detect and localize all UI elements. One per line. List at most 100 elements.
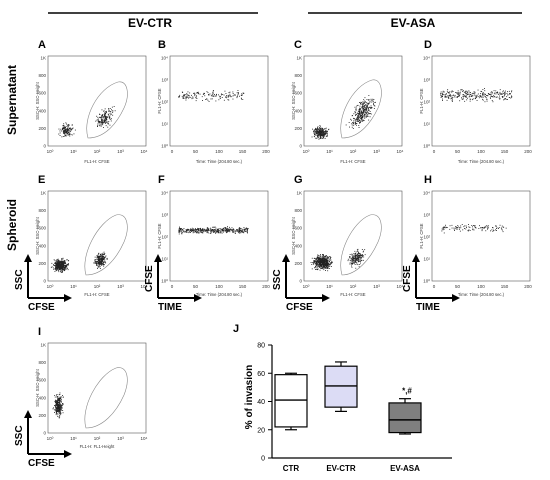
- event-dot: [200, 228, 202, 230]
- y-tick-label: 10⁴: [423, 191, 430, 196]
- event-dot: [484, 101, 486, 103]
- box-iqr: [324, 365, 358, 408]
- x-tick-label: 0: [171, 284, 174, 289]
- event-dot: [70, 130, 72, 132]
- event-dot: [317, 267, 319, 269]
- event-dot: [361, 117, 363, 119]
- event-dot: [364, 104, 366, 106]
- event-dot: [373, 108, 375, 109]
- time-dots: [441, 224, 507, 234]
- event-dot: [209, 93, 211, 95]
- event-dot: [321, 265, 323, 267]
- event-dot: [100, 124, 102, 126]
- event-dot: [111, 110, 113, 112]
- event-dot: [57, 402, 59, 404]
- event-dot: [511, 95, 512, 97]
- event-dot: [317, 135, 319, 137]
- event-dot: [476, 95, 477, 97]
- event-dot: [313, 263, 315, 265]
- event-dot: [507, 91, 508, 93]
- event-dot: [225, 96, 227, 98]
- y-tick-label: 0: [43, 144, 46, 149]
- event-dot: [352, 263, 354, 264]
- event-dot: [465, 90, 467, 92]
- event-dot: [68, 124, 70, 126]
- event-dot: [375, 101, 376, 103]
- event-dot: [222, 229, 223, 230]
- event-dot: [99, 116, 101, 118]
- event-dot: [449, 94, 451, 96]
- event-dot: [52, 408, 54, 410]
- event-dot: [316, 132, 318, 134]
- event-dot: [448, 92, 450, 93]
- event-dot: [322, 261, 324, 263]
- event-dot: [366, 99, 368, 100]
- event-dot: [70, 131, 71, 133]
- axis-arrows-g: SSC CFSE: [272, 254, 330, 313]
- event-dot: [59, 405, 61, 406]
- event-dot: [101, 265, 103, 266]
- event-dot: [311, 264, 313, 265]
- event-dot: [218, 229, 219, 231]
- event-dot: [106, 112, 107, 113]
- event-dot: [448, 92, 450, 94]
- event-dot: [59, 262, 60, 264]
- event-dot: [214, 231, 216, 232]
- event-dot: [185, 98, 187, 99]
- event-dot: [221, 97, 223, 98]
- event-dot: [368, 108, 369, 109]
- event-dot: [182, 98, 184, 99]
- event-dot: [245, 230, 247, 232]
- event-dot: [57, 400, 59, 401]
- event-dot: [320, 262, 322, 263]
- event-dot: [55, 405, 57, 407]
- event-dot: [55, 401, 57, 402]
- event-dot: [317, 260, 319, 262]
- event-dot: [318, 132, 320, 134]
- event-dot: [57, 406, 59, 408]
- event-dot: [59, 399, 60, 400]
- event-dot: [365, 116, 367, 118]
- event-dot: [493, 93, 495, 95]
- event-dot: [62, 257, 64, 259]
- event-dot: [322, 263, 323, 265]
- event-dot: [178, 229, 180, 230]
- event-dot: [325, 267, 327, 269]
- event-dot: [202, 229, 204, 231]
- event-dot: [454, 94, 456, 96]
- event-dot: [105, 116, 107, 118]
- event-dot: [316, 265, 318, 266]
- event-dot: [55, 414, 57, 416]
- event-dot: [357, 248, 359, 250]
- event-dot: [504, 93, 506, 95]
- event-dot: [200, 230, 201, 232]
- event-dot: [314, 131, 316, 133]
- event-dot: [360, 115, 362, 117]
- panel-e: SSC-H: SSC-Height FL1-H: CFSE: [35, 190, 147, 297]
- event-dot: [63, 130, 65, 131]
- y-tick-label: 1K: [40, 343, 46, 348]
- event-dot: [322, 260, 323, 262]
- event-dot: [218, 94, 219, 96]
- event-dot: [228, 228, 230, 230]
- event-dot: [319, 258, 321, 260]
- event-dot: [97, 124, 99, 126]
- event-dot: [481, 229, 483, 231]
- event-dot: [215, 230, 217, 232]
- event-dot: [358, 255, 360, 257]
- y-tick-label: 10⁴: [161, 191, 168, 196]
- event-dot: [319, 260, 321, 262]
- x-tick-label: 50: [455, 149, 461, 154]
- event-dot: [186, 229, 187, 231]
- event-dot: [208, 228, 209, 230]
- event-dot: [241, 98, 242, 100]
- x-tick-label: 10²: [94, 284, 101, 289]
- event-dot: [314, 131, 316, 133]
- event-dot: [68, 124, 70, 125]
- event-dot: [465, 95, 467, 97]
- event-dot: [357, 259, 359, 261]
- event-dot: [62, 129, 63, 131]
- event-dot: [455, 226, 457, 228]
- event-dot: [55, 402, 57, 403]
- event-dot: [351, 124, 353, 126]
